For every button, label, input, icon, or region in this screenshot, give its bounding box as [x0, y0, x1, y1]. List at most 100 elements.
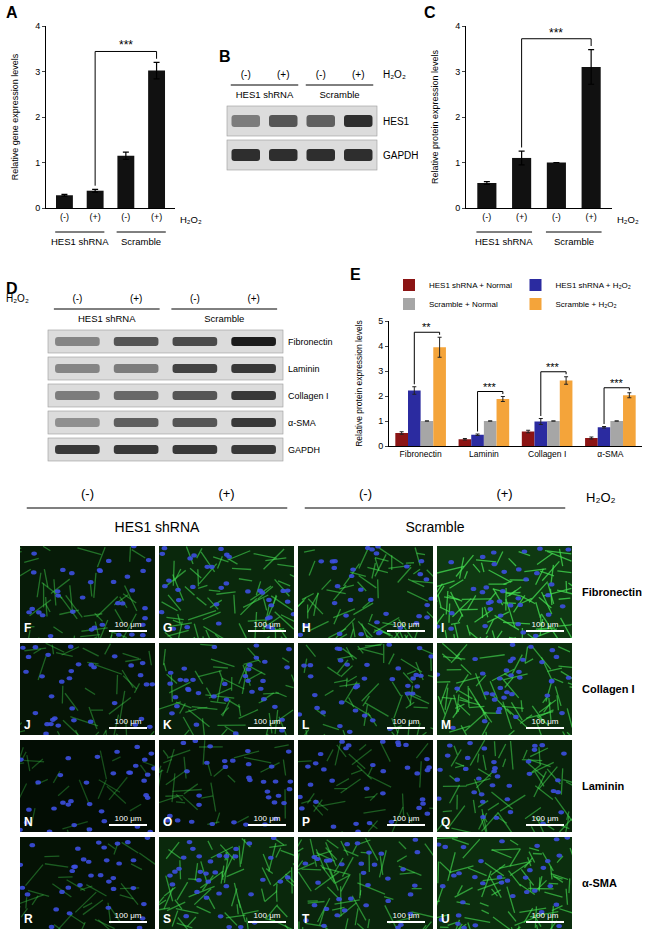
svg-text:(+): (+): [277, 69, 290, 80]
svg-text:100 μm: 100 μm: [532, 717, 559, 726]
svg-text:HES1 shRNA: HES1 shRNA: [115, 519, 200, 535]
svg-text:H: H: [302, 621, 311, 635]
svg-text:100 μm: 100 μm: [115, 911, 142, 920]
svg-text:1: 1: [455, 158, 460, 168]
svg-text:HES1 shRNA: HES1 shRNA: [51, 236, 109, 247]
svg-text:(+): (+): [516, 212, 527, 222]
svg-text:Relative protein expression le: Relative protein expression levels: [354, 320, 364, 447]
svg-text:100 μm: 100 μm: [532, 814, 559, 823]
svg-text:100 μm: 100 μm: [254, 620, 281, 629]
svg-text:(+): (+): [130, 293, 143, 304]
svg-text:(+): (+): [586, 212, 597, 222]
svg-text:3: 3: [378, 366, 383, 376]
svg-text:(-): (-): [482, 212, 491, 222]
svg-text:Scramble + Normal: Scramble + Normal: [429, 300, 498, 309]
svg-text:O: O: [163, 815, 172, 829]
svg-text:R: R: [24, 912, 33, 926]
svg-text:100 μm: 100 μm: [393, 620, 420, 629]
svg-text:Relative gene expression level: Relative gene expression levels: [10, 53, 20, 180]
svg-text:(+): (+): [352, 69, 365, 80]
svg-text:H₂O₂: H₂O₂: [6, 293, 29, 304]
svg-text:(-): (-): [552, 212, 561, 222]
svg-text:Scramble: Scramble: [319, 89, 359, 100]
svg-text:***: ***: [119, 38, 133, 52]
svg-text:3: 3: [455, 67, 460, 77]
svg-text:***: ***: [483, 381, 497, 393]
svg-text:HES1: HES1: [383, 116, 410, 127]
svg-text:3: 3: [35, 67, 40, 77]
svg-text:HES1 shRNA: HES1 shRNA: [78, 313, 136, 324]
svg-text:Laminin: Laminin: [582, 780, 624, 792]
svg-text:Relative protein expression le: Relative protein expression levels: [430, 49, 440, 184]
svg-text:I: I: [441, 621, 444, 635]
svg-text:0: 0: [455, 203, 460, 213]
svg-text:S: S: [163, 912, 171, 926]
svg-text:100 μm: 100 μm: [115, 620, 142, 629]
svg-text:H₂O₂: H₂O₂: [383, 69, 406, 80]
svg-text:(+): (+): [151, 212, 162, 222]
svg-text:(-): (-): [359, 486, 372, 501]
svg-text:2: 2: [378, 391, 383, 401]
svg-text:(-): (-): [190, 293, 200, 304]
svg-text:1: 1: [378, 416, 383, 426]
svg-text:100 μm: 100 μm: [115, 814, 142, 823]
svg-text:GAPDH: GAPDH: [383, 150, 418, 161]
svg-text:Collagen I: Collagen I: [288, 391, 329, 401]
svg-text:J: J: [24, 718, 31, 732]
svg-text:H₂O₂: H₂O₂: [586, 490, 616, 505]
svg-text:(-): (-): [72, 293, 82, 304]
svg-text:2: 2: [35, 112, 40, 122]
svg-text:4: 4: [35, 21, 40, 31]
svg-text:Laminin: Laminin: [469, 449, 499, 459]
svg-text:Collagen I: Collagen I: [582, 683, 635, 695]
svg-text:4: 4: [378, 341, 383, 351]
svg-text:1: 1: [35, 158, 40, 168]
svg-text:Collagen I: Collagen I: [528, 449, 566, 459]
svg-text:100 μm: 100 μm: [115, 717, 142, 726]
svg-text:4: 4: [455, 21, 460, 31]
svg-text:(+): (+): [496, 486, 512, 501]
svg-text:Scramble: Scramble: [121, 236, 161, 247]
svg-text:100 μm: 100 μm: [393, 717, 420, 726]
svg-text:HES1 shRNA + Normal: HES1 shRNA + Normal: [429, 281, 512, 290]
svg-text:Fibronectin: Fibronectin: [582, 586, 642, 598]
svg-text:Scramble: Scramble: [204, 313, 244, 324]
svg-text:100 μm: 100 μm: [254, 717, 281, 726]
svg-text:L: L: [302, 718, 309, 732]
svg-text:Fibronectin: Fibronectin: [400, 449, 442, 459]
svg-text:(-): (-): [121, 212, 130, 222]
svg-text:T: T: [302, 912, 310, 926]
svg-text:***: ***: [549, 26, 563, 40]
svg-text:Scramble: Scramble: [405, 519, 464, 535]
svg-text:Scramble: Scramble: [554, 236, 594, 247]
svg-text:G: G: [163, 621, 172, 635]
svg-text:100 μm: 100 μm: [254, 911, 281, 920]
svg-text:B: B: [219, 48, 231, 65]
svg-text:**: **: [422, 321, 431, 333]
svg-text:N: N: [24, 815, 33, 829]
svg-text:(-): (-): [60, 212, 69, 222]
svg-text:(-): (-): [241, 69, 251, 80]
svg-text:HES1 shRNA + H₂O₂: HES1 shRNA + H₂O₂: [556, 281, 631, 290]
svg-text:F: F: [24, 621, 31, 635]
svg-text:K: K: [163, 718, 172, 732]
svg-text:α-SMA: α-SMA: [582, 877, 617, 889]
svg-text:HES1 shRNA: HES1 shRNA: [236, 89, 294, 100]
svg-text:P: P: [302, 815, 310, 829]
svg-text:(-): (-): [316, 69, 326, 80]
svg-text:2: 2: [455, 112, 460, 122]
svg-text:GAPDH: GAPDH: [288, 445, 320, 455]
svg-text:α-SMA: α-SMA: [597, 449, 623, 459]
svg-text:U: U: [441, 912, 450, 926]
svg-text:H₂O₂: H₂O₂: [180, 214, 202, 225]
svg-text:***: ***: [546, 361, 560, 373]
svg-text:(+): (+): [247, 293, 260, 304]
svg-text:Q: Q: [441, 815, 450, 829]
svg-text:(+): (+): [218, 486, 234, 501]
svg-text:M: M: [441, 718, 451, 732]
svg-text:Scramble + H₂O₂: Scramble + H₂O₂: [556, 300, 617, 309]
svg-text:α-SMA: α-SMA: [288, 418, 316, 428]
svg-text:(-): (-): [81, 486, 94, 501]
svg-text:100 μm: 100 μm: [254, 814, 281, 823]
svg-text:H₂O₂: H₂O₂: [617, 214, 639, 225]
